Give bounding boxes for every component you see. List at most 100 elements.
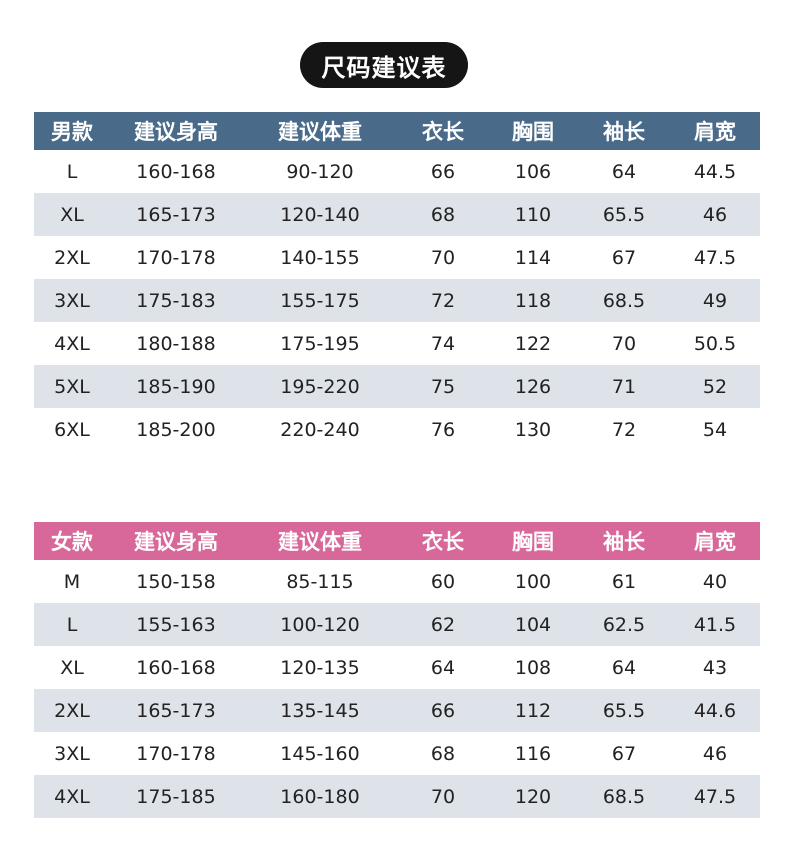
table-cell: M — [34, 560, 110, 603]
table-cell: 155-175 — [242, 279, 398, 322]
women-size-table: 女款 建议身高 建议体重 衣长 胸围 袖长 肩宽 M 150-158 85-11… — [34, 522, 760, 818]
table-cell: L — [34, 150, 110, 193]
table-cell: 66 — [398, 150, 488, 193]
men-size-table: 男款 建议身高 建议体重 衣长 胸围 袖长 肩宽 L 160-168 90-12… — [34, 112, 760, 451]
men-header-cell: 袖长 — [603, 120, 645, 144]
table-cell: 114 — [488, 236, 578, 279]
table-cell: 195-220 — [242, 365, 398, 408]
table-cell: 70 — [398, 236, 488, 279]
table-cell: 67 — [578, 732, 670, 775]
table-cell: 74 — [398, 322, 488, 365]
table-cell: 85-115 — [242, 560, 398, 603]
women-header-cell: 女款 — [51, 530, 93, 554]
table-cell: 54 — [670, 408, 760, 451]
table-row: XL 160-168 120-135 64 108 64 43 — [34, 646, 760, 689]
table-cell: 185-190 — [110, 365, 242, 408]
table-cell: 140-155 — [242, 236, 398, 279]
table-cell: 155-163 — [110, 603, 242, 646]
table-cell: 175-195 — [242, 322, 398, 365]
page-title: 尺码建议表 — [300, 42, 468, 88]
table-cell: 72 — [578, 408, 670, 451]
men-header-cell: 建议身高 — [134, 120, 218, 144]
table-cell: 220-240 — [242, 408, 398, 451]
table-cell: 52 — [670, 365, 760, 408]
table-cell: 68.5 — [578, 775, 670, 818]
table-cell: 46 — [670, 732, 760, 775]
table-cell: 66 — [398, 689, 488, 732]
table-cell: 3XL — [34, 732, 110, 775]
table-cell: 65.5 — [578, 689, 670, 732]
table-cell: 76 — [398, 408, 488, 451]
table-cell: 64 — [578, 646, 670, 689]
table-row: 4XL 175-185 160-180 70 120 68.5 47.5 — [34, 775, 760, 818]
table-cell: 40 — [670, 560, 760, 603]
table-cell: 6XL — [34, 408, 110, 451]
table-row: 5XL 185-190 195-220 75 126 71 52 — [34, 365, 760, 408]
table-cell: 130 — [488, 408, 578, 451]
table-cell: 118 — [488, 279, 578, 322]
table-cell: XL — [34, 646, 110, 689]
table-cell: 170-178 — [110, 732, 242, 775]
table-cell: 4XL — [34, 322, 110, 365]
table-cell: 120 — [488, 775, 578, 818]
table-cell: 72 — [398, 279, 488, 322]
women-header-cell: 胸围 — [512, 530, 554, 554]
table-cell: 2XL — [34, 689, 110, 732]
table-cell: 68 — [398, 732, 488, 775]
table-cell: 5XL — [34, 365, 110, 408]
table-cell: 116 — [488, 732, 578, 775]
table-cell: 120-140 — [242, 193, 398, 236]
table-cell: 100-120 — [242, 603, 398, 646]
table-cell: 112 — [488, 689, 578, 732]
table-cell: 170-178 — [110, 236, 242, 279]
table-cell: 126 — [488, 365, 578, 408]
men-header-row: 男款 建议身高 建议体重 衣长 胸围 袖长 肩宽 — [34, 112, 760, 150]
table-cell: 160-168 — [110, 150, 242, 193]
table-cell: 120-135 — [242, 646, 398, 689]
table-cell: 41.5 — [670, 603, 760, 646]
table-row: 2XL 170-178 140-155 70 114 67 47.5 — [34, 236, 760, 279]
women-header-cell: 衣长 — [422, 530, 464, 554]
table-cell: 104 — [488, 603, 578, 646]
table-cell: 65.5 — [578, 193, 670, 236]
table-cell: 185-200 — [110, 408, 242, 451]
table-cell: 61 — [578, 560, 670, 603]
table-cell: 4XL — [34, 775, 110, 818]
table-row: 4XL 180-188 175-195 74 122 70 50.5 — [34, 322, 760, 365]
women-header-cell: 肩宽 — [694, 530, 736, 554]
table-cell: 47.5 — [670, 236, 760, 279]
table-cell: 160-180 — [242, 775, 398, 818]
table-row: M 150-158 85-115 60 100 61 40 — [34, 560, 760, 603]
table-cell: 175-185 — [110, 775, 242, 818]
table-cell: 68.5 — [578, 279, 670, 322]
table-cell: 46 — [670, 193, 760, 236]
men-header-cell: 男款 — [51, 120, 93, 144]
table-cell: 150-158 — [110, 560, 242, 603]
men-header-cell: 衣长 — [422, 120, 464, 144]
table-row: 3XL 170-178 145-160 68 116 67 46 — [34, 732, 760, 775]
table-cell: 110 — [488, 193, 578, 236]
table-cell: 68 — [398, 193, 488, 236]
table-cell: 165-173 — [110, 193, 242, 236]
table-cell: 64 — [398, 646, 488, 689]
table-cell: L — [34, 603, 110, 646]
table-cell: 64 — [578, 150, 670, 193]
table-row: XL 165-173 120-140 68 110 65.5 46 — [34, 193, 760, 236]
women-header-cell: 建议体重 — [278, 530, 362, 554]
men-header-cell: 胸围 — [512, 120, 554, 144]
table-row: 3XL 175-183 155-175 72 118 68.5 49 — [34, 279, 760, 322]
table-cell: 43 — [670, 646, 760, 689]
table-cell: 62 — [398, 603, 488, 646]
table-row: L 160-168 90-120 66 106 64 44.5 — [34, 150, 760, 193]
table-cell: 67 — [578, 236, 670, 279]
table-cell: 175-183 — [110, 279, 242, 322]
table-cell: 165-173 — [110, 689, 242, 732]
table-cell: 3XL — [34, 279, 110, 322]
table-cell: 62.5 — [578, 603, 670, 646]
table-cell: 50.5 — [670, 322, 760, 365]
men-header-cell: 肩宽 — [694, 120, 736, 144]
table-cell: 49 — [670, 279, 760, 322]
table-cell: 90-120 — [242, 150, 398, 193]
table-cell: 70 — [578, 322, 670, 365]
table-cell: 145-160 — [242, 732, 398, 775]
